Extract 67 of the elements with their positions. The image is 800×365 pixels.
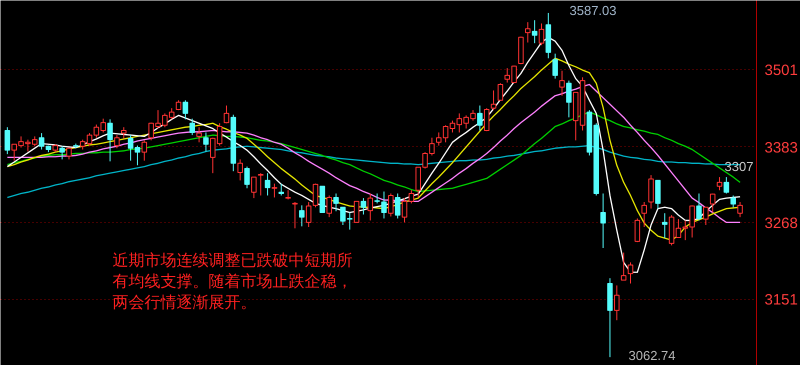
- candlestick: [737, 202, 743, 218]
- candlestick: [388, 193, 394, 217]
- candlestick: [538, 22, 544, 46]
- candlestick: [620, 252, 626, 281]
- candlestick: [368, 193, 374, 221]
- candlestick: [333, 193, 339, 212]
- annotation: 3587.03: [570, 3, 616, 18]
- candlestick: [224, 105, 230, 124]
- y-tick-label: 3383: [764, 139, 798, 156]
- candlestick: [59, 146, 65, 160]
- candlestick: [196, 126, 202, 143]
- candlestick: [107, 118, 113, 162]
- annotation: 3062.74: [628, 348, 676, 363]
- candlestick: [244, 166, 250, 189]
- candlestick: [477, 105, 483, 131]
- candlestick: [716, 176, 722, 191]
- candlestick: [498, 82, 504, 101]
- candlestick: [648, 174, 654, 210]
- candlestick: [237, 158, 243, 181]
- candlestick: [628, 262, 634, 284]
- candlestick: [559, 70, 565, 96]
- candlestick: [696, 193, 702, 221]
- candlestick: [203, 132, 209, 152]
- candlestick: [394, 193, 400, 219]
- candlestick: [285, 190, 291, 200]
- candlestick: [360, 198, 366, 216]
- candlestick: [142, 140, 148, 162]
- candlestick: [566, 80, 572, 118]
- candlestick: [299, 204, 305, 227]
- candlestick: [189, 118, 195, 136]
- candlestick: [292, 202, 298, 229]
- candlestick: [724, 176, 730, 194]
- candlestick: [66, 147, 72, 160]
- candlestick: [662, 212, 668, 239]
- candlestick: [655, 180, 661, 210]
- candlestick: [552, 53, 558, 80]
- y-tick-label: 3268: [764, 214, 798, 232]
- candlestick: [710, 193, 716, 214]
- candlestick: [354, 200, 360, 223]
- candlestick: [182, 100, 188, 120]
- candlestick: [641, 202, 647, 228]
- candlestick: [703, 206, 709, 226]
- candlestick: [264, 172, 270, 196]
- annotation: 3307: [724, 159, 754, 174]
- candlestick: [374, 193, 380, 204]
- candlestick: [484, 108, 490, 132]
- y-tick-label: 3501: [764, 62, 798, 79]
- candlestick: [490, 90, 496, 111]
- candlestick: [730, 194, 736, 208]
- candlestick: [326, 194, 332, 218]
- candlestick: [251, 176, 257, 199]
- candlestick: [525, 22, 531, 44]
- candlestick: [381, 191, 387, 219]
- candlestick: [121, 126, 127, 139]
- candlestick: [114, 134, 120, 149]
- candlestick: [278, 183, 284, 196]
- candlestick: [272, 183, 278, 198]
- candlestick: [532, 20, 538, 44]
- candlestick: [306, 202, 312, 228]
- candlestick: [634, 218, 640, 243]
- candlestick: [312, 183, 318, 208]
- annotation: 近期市场连续调整已跌破中短期所有均线支撑。随着市场止跌企稳，两会行情逐渐展开。: [112, 250, 352, 312]
- candlestick: [258, 172, 264, 196]
- candlestick: [614, 284, 620, 321]
- y-tick-label: 3151: [764, 292, 798, 309]
- candlestick: [600, 193, 606, 248]
- candlestick: [4, 126, 10, 155]
